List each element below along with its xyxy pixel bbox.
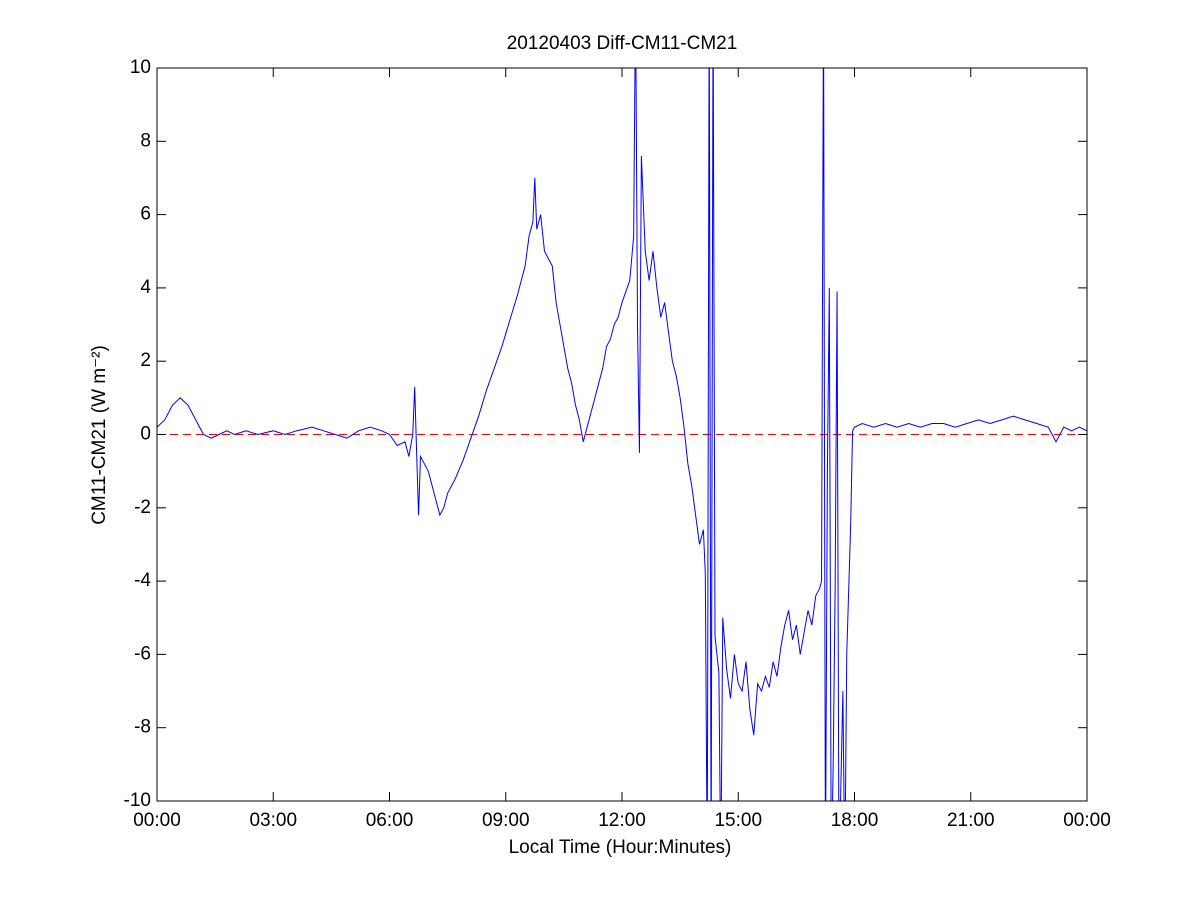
x-axis-label: Local Time (Hour:Minutes)	[509, 837, 732, 858]
y-tick-label: -4	[134, 570, 151, 591]
y-tick-label: 2	[140, 350, 151, 371]
y-tick-label: 10	[130, 57, 151, 78]
y-tick-label: 4	[140, 277, 151, 298]
chart-title: 20120403 Diff-CM11-CM21	[507, 33, 738, 54]
y-tick-label: 6	[140, 204, 151, 225]
x-tick-label: 09:00	[482, 810, 530, 831]
x-tick-label: 06:00	[366, 810, 414, 831]
x-tick-label: 12:00	[598, 810, 646, 831]
x-tick-label: 21:00	[947, 810, 995, 831]
y-tick-label: -10	[124, 790, 151, 811]
x-tick-label: 03:00	[249, 810, 297, 831]
y-tick-label: -2	[134, 497, 151, 518]
y-axis-label: CM11-CM21 (W m⁻²)	[89, 345, 110, 525]
x-tick-label: 15:00	[714, 810, 762, 831]
x-tick-label: 00:00	[133, 810, 181, 831]
y-tick-label: -6	[134, 643, 151, 664]
x-tick-label: 00:00	[1063, 810, 1111, 831]
x-tick-label: 18:00	[831, 810, 879, 831]
data-line	[157, 68, 1087, 801]
y-tick-label: 8	[140, 130, 151, 151]
y-tick-label: -8	[134, 717, 151, 738]
y-tick-label: 0	[140, 424, 151, 445]
